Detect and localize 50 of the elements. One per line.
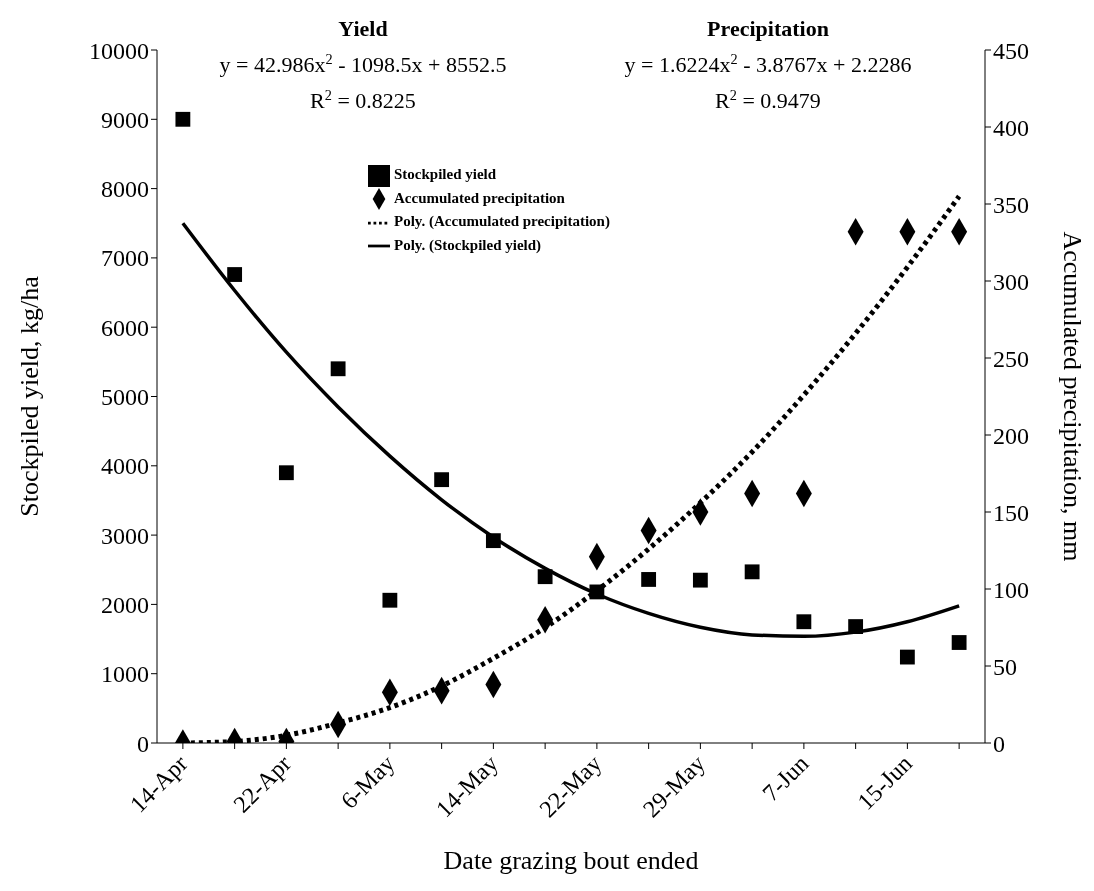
y-tick-label: 5000 bbox=[101, 384, 149, 411]
annotation: R$^{2}$ = 0.8225 bbox=[310, 87, 416, 113]
y-tick-label: 8000 bbox=[101, 176, 149, 203]
y-tick-label: 1000 bbox=[101, 661, 149, 688]
y2-axis-title: Accumulated precipitation, mm bbox=[1058, 231, 1087, 562]
y-tick-label: 0 bbox=[137, 730, 149, 757]
y-tick-label: 4000 bbox=[101, 453, 149, 480]
point bbox=[537, 569, 553, 585]
y2-tick-label: 50 bbox=[993, 653, 1017, 680]
point bbox=[641, 572, 657, 587]
y-tick-label: 9000 bbox=[101, 106, 149, 133]
text: Yield bbox=[338, 16, 388, 41]
y-tick-label: 7000 bbox=[101, 245, 149, 272]
point bbox=[899, 649, 915, 665]
y2-tick-label: 300 bbox=[993, 268, 1029, 295]
legend-label: Poly. (Stockpiled yield) bbox=[394, 236, 542, 253]
annotation: R$^{2}$ = 0.9479 bbox=[715, 87, 821, 113]
point bbox=[744, 564, 760, 580]
y-tick-label: 3000 bbox=[101, 522, 149, 549]
y2-tick-label: 350 bbox=[993, 191, 1029, 218]
point bbox=[485, 533, 501, 549]
point bbox=[796, 614, 812, 630]
point bbox=[434, 472, 450, 488]
x-axis-title: Date grazing bout ended bbox=[443, 846, 699, 875]
legend-label: Stockpiled yield bbox=[394, 166, 497, 182]
point bbox=[589, 584, 605, 600]
point bbox=[227, 267, 243, 282]
y2-tick-label: 200 bbox=[993, 422, 1029, 449]
legend-label: Poly. (Accumulated precipitation) bbox=[394, 213, 610, 230]
y2-tick-label: 150 bbox=[993, 499, 1029, 526]
y2-tick-label: 250 bbox=[993, 345, 1029, 372]
y2-tick-label: 400 bbox=[993, 114, 1029, 141]
y-tick-label: 2000 bbox=[101, 591, 149, 618]
y-axis-title: Stockpiled yield, kg/ha bbox=[15, 275, 44, 517]
point bbox=[278, 465, 294, 481]
y-tick-label: 6000 bbox=[101, 314, 149, 341]
point bbox=[848, 619, 864, 634]
point bbox=[382, 592, 398, 608]
point bbox=[330, 361, 346, 377]
y2-tick-label: 100 bbox=[993, 576, 1029, 603]
point bbox=[692, 572, 708, 588]
point bbox=[951, 635, 967, 650]
text: Precipitation bbox=[707, 16, 829, 41]
y-tick-label: 10000 bbox=[89, 37, 149, 64]
point bbox=[175, 111, 191, 127]
y2-tick-label: 450 bbox=[993, 37, 1029, 64]
annotation: y = 42.986x$^{2}$ - 1098.5x + 8552.5 bbox=[219, 51, 507, 77]
legend-label: Accumulated precipitation bbox=[394, 189, 565, 206]
annotation: y = 1.6224x$^{2}$ - 3.8767x + 2.2286 bbox=[624, 51, 912, 77]
y2-tick-label: 0 bbox=[993, 730, 1005, 757]
